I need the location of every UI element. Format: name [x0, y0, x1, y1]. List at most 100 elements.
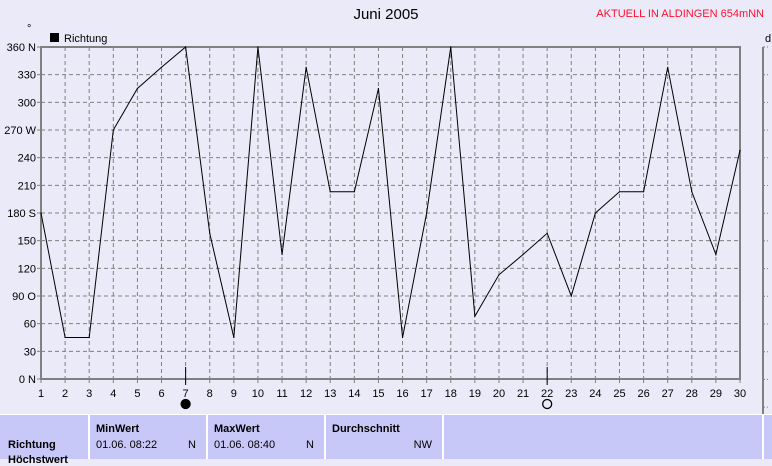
- legend-label: Richtung: [64, 33, 107, 45]
- avg-cell: Durchschnitt NW: [324, 415, 442, 459]
- data-point: [426, 212, 428, 214]
- data-point: [739, 149, 741, 151]
- y-tick-label: 330: [18, 70, 36, 82]
- x-tick-label: 20: [493, 388, 505, 400]
- data-point: [474, 315, 476, 317]
- min-date: 01.06. 08:22: [96, 439, 158, 451]
- data-point: [546, 232, 548, 234]
- x-tick-label: 4: [110, 388, 116, 400]
- x-tick-label: 3: [86, 388, 92, 400]
- max-cell: MaxWert 01.06. 08:40 N: [206, 415, 324, 459]
- data-point: [498, 274, 500, 276]
- data-point: [401, 336, 404, 339]
- data-point: [329, 191, 331, 193]
- x-tick-label: 9: [231, 388, 237, 400]
- x-tick-label: 10: [252, 388, 264, 400]
- x-tick-label: 30: [734, 388, 746, 400]
- x-tick-label: 11: [276, 388, 287, 400]
- data-point: [691, 191, 693, 193]
- unit-mark: °: [27, 23, 31, 35]
- x-tick-label: 6: [158, 388, 164, 400]
- row-label: Richtung: [8, 439, 56, 451]
- max-header: MaxWert: [214, 423, 260, 435]
- data-point: [209, 232, 211, 234]
- y-tick-label: 240: [18, 153, 36, 165]
- y-tick-label: 90 O: [12, 291, 36, 303]
- max-date: 01.06. 08:40: [214, 439, 276, 451]
- data-point: [715, 253, 717, 256]
- min-cell: MinWert 01.06. 08:22 N: [88, 415, 206, 459]
- x-tick-label: 19: [469, 388, 481, 400]
- y-tick-label: 360 N: [7, 42, 36, 54]
- data-point: [136, 87, 139, 90]
- x-tick-label: 5: [134, 388, 140, 400]
- full-moon-icon: [542, 398, 553, 410]
- current-location-label: AKTUELL IN ALDINGEN 654mNN: [596, 8, 764, 20]
- data-point: [160, 66, 163, 68]
- row-label-2: Höchstwert: [8, 454, 68, 466]
- data-point: [281, 253, 283, 256]
- x-tick-label: 22: [541, 388, 553, 400]
- x-tick-label: 29: [710, 388, 722, 400]
- x-tick-label: 23: [565, 388, 577, 400]
- y-tick-label: 180 S: [7, 208, 36, 220]
- series-line-richtung: [40, 46, 741, 338]
- max-dir: N: [306, 439, 314, 451]
- x-tick-label: 18: [445, 388, 457, 400]
- data-point: [570, 295, 572, 297]
- data-point: [377, 87, 380, 90]
- x-tick-label: 27: [662, 388, 674, 400]
- min-header: MinWert: [96, 423, 140, 435]
- data-point: [112, 129, 114, 131]
- y-tick-label: 120: [18, 263, 36, 275]
- data-point: [594, 212, 596, 214]
- empty-cell: [442, 415, 762, 459]
- chart-title: Juni 2005: [353, 6, 419, 23]
- edge-cell: [762, 415, 772, 459]
- data-point: [40, 212, 42, 214]
- new-moon-icon: [180, 398, 191, 410]
- x-tick-label: 28: [686, 388, 698, 400]
- data-point: [305, 66, 307, 68]
- x-tick-label: 1: [38, 388, 44, 400]
- data-point: [257, 46, 259, 48]
- y-tick-label: 150: [18, 236, 36, 248]
- x-tick-label: 17: [421, 388, 433, 400]
- y-tick-label: 60: [24, 319, 36, 331]
- data-point: [522, 253, 524, 256]
- avg-header: Durchschnitt: [332, 423, 400, 435]
- y-tick-label: 210: [18, 180, 36, 192]
- min-dir: N: [188, 439, 196, 451]
- data-point: [642, 191, 645, 193]
- row-label-cell: Richtung Höchstwert: [0, 415, 88, 466]
- data-point: [667, 66, 669, 68]
- y-tick-label: 0 N: [19, 374, 36, 386]
- right-axis-label: d: [765, 33, 771, 45]
- x-tick-label: 24: [589, 388, 601, 400]
- avg-dir: NW: [413, 439, 432, 451]
- data-point: [88, 336, 90, 339]
- x-tick-label: 13: [324, 388, 336, 400]
- x-tick-label: 7: [183, 388, 189, 400]
- x-tick-label: 8: [207, 388, 213, 400]
- legend-swatch: [50, 33, 59, 42]
- data-point: [233, 336, 235, 339]
- x-tick-label: 16: [396, 388, 408, 400]
- x-tick-label: 2: [62, 388, 68, 400]
- x-tick-label: 25: [613, 388, 625, 400]
- x-tick-label: 26: [637, 388, 649, 400]
- x-tick-label: 12: [300, 388, 312, 400]
- x-tick-label: 15: [372, 388, 384, 400]
- y-tick-label: 270 W: [4, 125, 36, 137]
- data-point: [64, 336, 66, 339]
- data-point: [185, 46, 187, 48]
- x-tick-label: 21: [517, 388, 529, 400]
- data-point: [450, 46, 452, 48]
- data-point: [618, 191, 621, 193]
- y-tick-label: 30: [24, 346, 36, 358]
- stats-table: Richtung Höchstwert MinWert 01.06. 08:22…: [0, 414, 772, 466]
- x-tick-label: 14: [348, 388, 360, 400]
- y-tick-label: 300: [18, 97, 36, 109]
- data-point: [353, 191, 355, 193]
